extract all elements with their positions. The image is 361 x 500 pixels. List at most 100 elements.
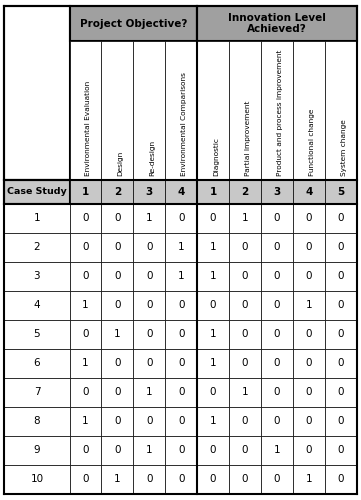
Bar [293,378,325,407]
Bar [133,320,165,349]
Text: 0: 0 [82,213,89,223]
Bar [229,204,261,233]
Bar [133,290,165,320]
Text: 0: 0 [338,474,344,484]
Text: 0: 0 [178,446,184,456]
Bar [197,290,229,320]
Bar [70,349,101,378]
Bar [197,180,229,204]
Bar [70,6,197,41]
Text: 0: 0 [82,474,89,484]
Bar [133,262,165,290]
Bar [70,204,101,233]
Text: 0: 0 [338,271,344,281]
Bar [197,204,229,233]
Text: 0: 0 [242,416,248,426]
Text: 0: 0 [305,446,312,456]
Text: 1: 1 [305,474,312,484]
Bar [101,290,133,320]
Bar [325,465,357,494]
Text: 2: 2 [242,187,249,197]
Text: Environmental Evaluation: Environmental Evaluation [86,81,91,176]
Text: 0: 0 [146,300,153,310]
Text: 0: 0 [274,213,280,223]
Text: 0: 0 [274,271,280,281]
Bar [165,262,197,290]
Text: 4: 4 [305,187,313,197]
Text: 0: 0 [210,213,216,223]
Text: 0: 0 [305,271,312,281]
Text: Partial Improvement: Partial Improvement [245,100,251,176]
Text: 1: 1 [210,330,216,340]
Text: 1: 1 [178,271,184,281]
Bar [197,232,229,262]
Bar [325,378,357,407]
Bar [261,41,293,180]
Text: Innovation Level
Achieved?: Innovation Level Achieved? [228,13,326,34]
Bar [70,262,101,290]
Bar [133,407,165,436]
Bar [4,6,70,180]
Bar [165,349,197,378]
Bar [165,436,197,465]
Text: 0: 0 [146,416,153,426]
Text: 1: 1 [82,187,89,197]
Bar [133,465,165,494]
Text: 0: 0 [114,358,121,368]
Bar [101,349,133,378]
Bar [261,349,293,378]
Bar [133,232,165,262]
Bar [261,407,293,436]
Text: 0: 0 [114,213,121,223]
Text: Re-design: Re-design [149,140,155,176]
Text: 1: 1 [210,242,216,252]
Text: 0: 0 [274,358,280,368]
Bar [229,41,261,180]
Bar [261,465,293,494]
Text: 0: 0 [114,242,121,252]
Text: 0: 0 [338,300,344,310]
Text: Case Study: Case Study [7,188,67,196]
Bar [261,262,293,290]
Bar [133,41,165,180]
Bar [197,6,357,41]
Text: Design: Design [117,151,123,176]
Text: 1: 1 [114,330,121,340]
Text: 1: 1 [114,474,121,484]
Bar [261,290,293,320]
Bar [4,320,70,349]
Text: 0: 0 [146,271,153,281]
Bar [229,290,261,320]
Text: 0: 0 [114,416,121,426]
Bar [133,349,165,378]
Bar [261,204,293,233]
Bar [70,320,101,349]
Text: 0: 0 [114,271,121,281]
Bar [101,204,133,233]
Text: 3: 3 [273,187,280,197]
Bar [197,41,229,180]
Text: 2: 2 [34,242,40,252]
Text: 0: 0 [305,242,312,252]
Text: 0: 0 [242,300,248,310]
Bar [165,465,197,494]
Text: 0: 0 [338,416,344,426]
Bar [229,180,261,204]
Bar [197,349,229,378]
Text: 1: 1 [82,416,89,426]
Text: 0: 0 [305,213,312,223]
Text: 0: 0 [305,416,312,426]
Text: 0: 0 [210,300,216,310]
Bar [197,436,229,465]
Bar [229,349,261,378]
Text: 1: 1 [274,446,280,456]
Text: 0: 0 [178,300,184,310]
Bar [325,180,357,204]
Text: 6: 6 [34,358,40,368]
Text: 0: 0 [210,388,216,398]
Bar [101,436,133,465]
Bar [229,436,261,465]
Bar [4,290,70,320]
Bar [229,232,261,262]
Bar [197,407,229,436]
